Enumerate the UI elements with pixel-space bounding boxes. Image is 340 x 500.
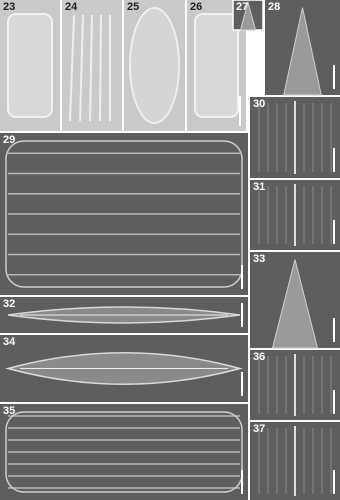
- valve: [194, 13, 239, 118]
- panel-label: 29: [3, 134, 15, 146]
- panel: 29: [0, 133, 248, 295]
- valve: [129, 7, 180, 124]
- panel-label: 32: [3, 298, 15, 310]
- panel: 27: [232, 0, 264, 31]
- panel: 28: [265, 0, 340, 96]
- panel: 36: [250, 350, 340, 420]
- valve-apex: [283, 7, 322, 96]
- panel-label: 36: [253, 351, 265, 363]
- panel: 37: [250, 422, 340, 500]
- panel: 23: [0, 0, 60, 131]
- panel: 24: [62, 0, 122, 131]
- valve-outline: [5, 140, 243, 288]
- panel-label: 28: [268, 1, 280, 13]
- panel-label: 23: [3, 1, 15, 13]
- panel-label: 33: [253, 253, 265, 265]
- fragment: [79, 14, 84, 122]
- fragment: [69, 14, 75, 122]
- panel-label: 27: [236, 1, 248, 13]
- panel-label: 34: [3, 336, 16, 348]
- valve-apex: [239, 0, 257, 31]
- panel: 25: [124, 0, 185, 131]
- fragment: [99, 14, 102, 122]
- panel: 32: [0, 297, 248, 333]
- fragment: [89, 14, 93, 122]
- panel-label: 37: [253, 423, 265, 435]
- valve: [7, 13, 53, 118]
- valve-outline: [5, 411, 243, 493]
- panel-label: 31: [253, 181, 265, 193]
- panel: 34: [0, 335, 248, 402]
- valve-apex: [271, 259, 319, 349]
- panel-label: 25: [127, 1, 139, 13]
- panel-label: 35: [3, 405, 15, 417]
- panel: 30: [250, 97, 340, 178]
- panel: 33: [250, 252, 340, 349]
- panel-label: 24: [65, 1, 78, 13]
- panel-label: 30: [253, 98, 265, 110]
- panel-label: 26: [190, 1, 202, 13]
- panel: 31: [250, 180, 340, 250]
- panel: 35: [0, 404, 248, 500]
